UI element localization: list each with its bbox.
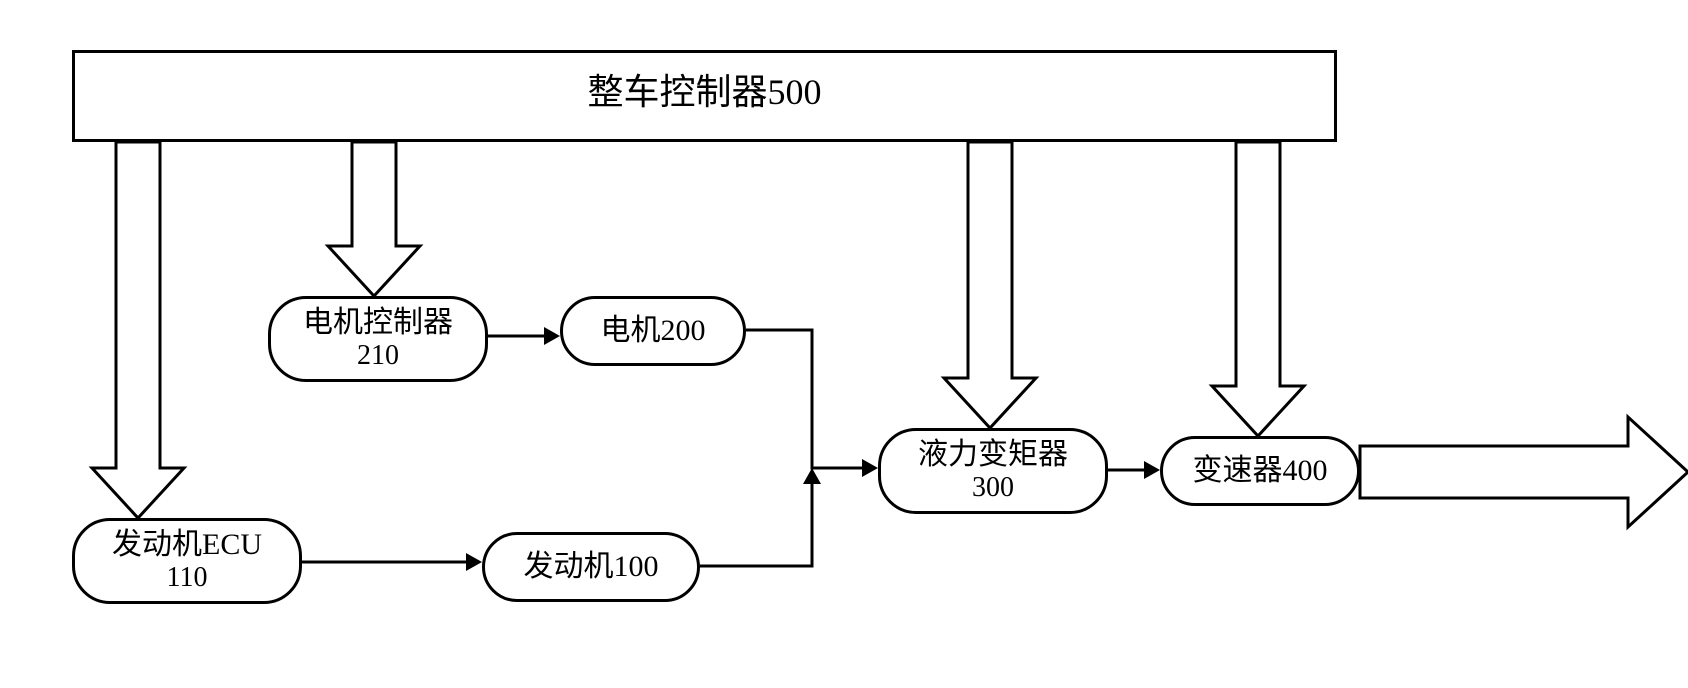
connector-motor-to-torque-head	[862, 459, 878, 477]
torque-converter-node-label: 液力变矩器	[918, 438, 1068, 473]
motor-controller-node-label: 电机控制器	[303, 306, 453, 341]
motor-node: 电机200	[560, 296, 746, 366]
torque-converter-node-number: 300	[972, 472, 1014, 504]
vehicle-controller-label: 整车控制器500	[587, 72, 821, 112]
connector-torque-to-trans-head	[1144, 461, 1160, 479]
connector-motor-to-torque	[746, 330, 862, 468]
control-arrow-1	[92, 142, 184, 518]
control-arrow-3	[944, 142, 1036, 428]
engine-ecu-node-number: 110	[167, 562, 208, 594]
torque-converter-node: 液力变矩器300	[878, 428, 1108, 514]
control-arrow-4	[1212, 142, 1304, 436]
powertrain-output-label: 动力总成输出	[1410, 450, 1614, 499]
box-corner-fold	[1289, 108, 1335, 140]
connector-engine-to-torque-head	[803, 468, 821, 484]
connector-motorctrl-to-motor-head	[544, 327, 560, 345]
motor-controller-node: 电机控制器210	[268, 296, 488, 382]
connector-engine-to-torque	[700, 484, 812, 566]
motor-node-label: 电机200	[601, 314, 706, 349]
engine-ecu-node: 发动机ECU110	[72, 518, 302, 604]
engine-node: 发动机100	[482, 532, 700, 602]
vehicle-controller-box: 整车控制器500	[72, 50, 1337, 142]
engine-node-label: 发动机100	[524, 550, 659, 585]
transmission-node: 变速器400	[1160, 436, 1360, 506]
control-arrow-2	[328, 142, 420, 296]
motor-controller-node-number: 210	[357, 340, 399, 372]
transmission-node-label: 变速器400	[1193, 454, 1328, 489]
engine-ecu-node-label: 发动机ECU	[112, 528, 262, 563]
connector-ecu-to-engine-head	[466, 553, 482, 571]
